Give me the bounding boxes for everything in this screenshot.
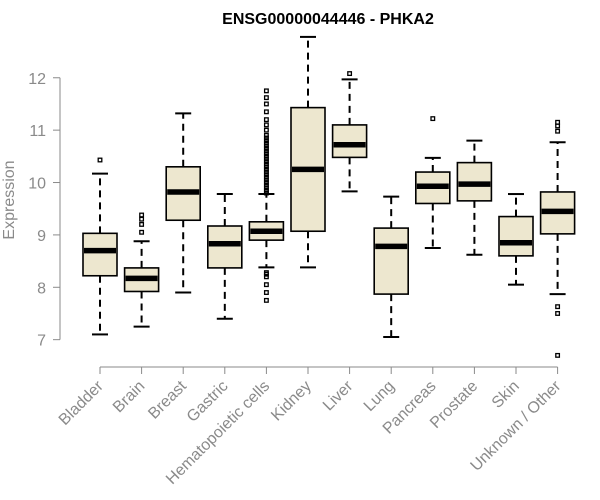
x-tick-label: Liver [320, 377, 357, 414]
outlier-point [139, 221, 145, 227]
outlier-point [263, 109, 269, 115]
x-tick-label: Bladder [56, 377, 107, 428]
x-tick-label: Kidney [268, 378, 315, 425]
outlier-point [263, 138, 269, 144]
outlier-point [347, 71, 353, 77]
box-group [165, 112, 201, 294]
outlier-point [139, 229, 145, 235]
outlier-point [263, 156, 269, 162]
box-group [539, 119, 576, 358]
y-tick-label: 7 [37, 333, 46, 350]
x-tick-label: Skin [489, 378, 523, 412]
box-group [456, 139, 493, 256]
outlier-point [263, 169, 269, 175]
outlier-point [263, 127, 269, 133]
outlier-point [263, 153, 269, 159]
outlier-point [263, 101, 269, 107]
y-axis: 7 8 9 10 11 12 [28, 71, 61, 350]
box-group [207, 193, 243, 320]
outlier-point [430, 116, 436, 122]
y-tick-label: 10 [28, 176, 46, 193]
outlier-point [555, 311, 561, 316]
plot-area [82, 35, 576, 358]
iqr-box [82, 232, 118, 277]
iqr-box [498, 215, 534, 257]
outlier-point [97, 157, 103, 163]
iqr-box [373, 227, 410, 295]
outlier-point [263, 140, 269, 146]
outlier-point [263, 88, 269, 94]
outlier-point [139, 212, 145, 218]
outlier-point [263, 122, 269, 128]
outlier-point [139, 216, 145, 222]
outlier-point [263, 297, 269, 303]
x-tick-label: Lung [361, 378, 398, 415]
outlier-point [263, 190, 269, 196]
y-tick-label: 9 [37, 228, 46, 245]
outlier-point [263, 159, 269, 165]
box-group [331, 71, 368, 193]
box-group [373, 195, 410, 339]
y-tick-label: 12 [28, 71, 46, 88]
chart-title: ENSG00000044446 - PHKA2 [222, 11, 434, 28]
box-group [290, 35, 326, 269]
box-group [414, 116, 451, 249]
outlier-point [263, 177, 269, 183]
outlier-point [263, 146, 269, 151]
x-tick-label: Brain [110, 378, 148, 416]
iqr-box [331, 124, 368, 159]
outlier-point [263, 117, 269, 123]
outlier-point [263, 135, 269, 141]
outlier-point [263, 174, 269, 180]
outlier-point [263, 185, 269, 191]
outlier-point [555, 119, 561, 125]
outlier-point [263, 270, 269, 276]
outlier-point [555, 352, 561, 358]
outlier-point [263, 161, 269, 167]
outlier-point [263, 164, 269, 170]
outlier-point [263, 132, 269, 138]
outlier-point [263, 95, 269, 101]
outlier-point [263, 143, 269, 149]
outlier-point [263, 290, 269, 295]
box-group [498, 193, 534, 286]
outlier-point [263, 180, 269, 185]
box-group [123, 212, 160, 328]
outlier-point [263, 282, 269, 288]
outlier-point [263, 151, 269, 157]
box-group [248, 88, 285, 303]
iqr-box [207, 225, 243, 269]
box-group [82, 157, 118, 336]
outlier-point [263, 166, 269, 172]
outlier-point [263, 172, 269, 178]
y-axis-label: Expression [1, 160, 18, 239]
outlier-point [555, 304, 561, 310]
x-tick-label: Breast [145, 377, 190, 422]
y-tick-label: 8 [37, 280, 46, 297]
outlier-point [263, 187, 269, 193]
outlier-point [263, 148, 269, 154]
y-tick-label: 11 [29, 123, 46, 140]
outlier-point [263, 182, 269, 188]
outlier-point [555, 128, 561, 134]
